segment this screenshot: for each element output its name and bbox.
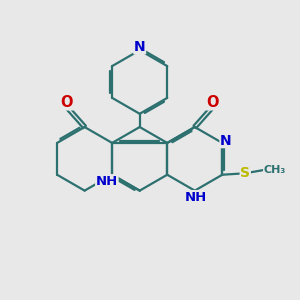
Text: N: N bbox=[220, 134, 232, 148]
Text: NH: NH bbox=[96, 175, 118, 188]
Text: S: S bbox=[240, 166, 250, 180]
Text: NH: NH bbox=[185, 190, 207, 204]
Text: O: O bbox=[206, 95, 219, 110]
Text: N: N bbox=[134, 40, 146, 54]
Text: CH₃: CH₃ bbox=[264, 165, 286, 175]
Text: O: O bbox=[61, 95, 73, 110]
